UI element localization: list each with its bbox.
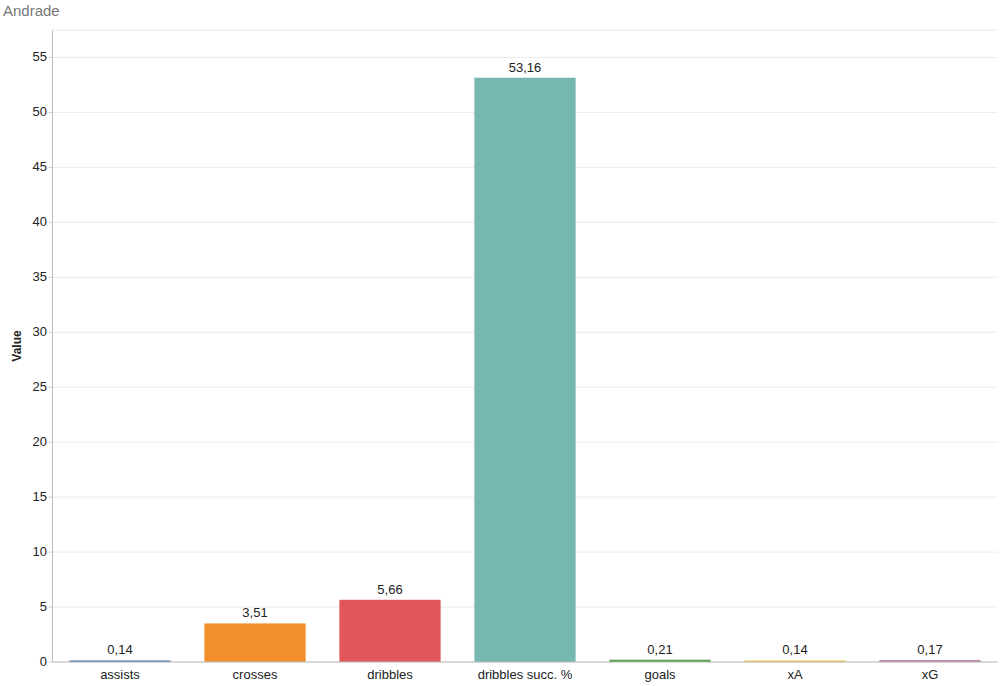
y-tick-label: 35 [33,269,47,284]
data-label: 5,66 [377,582,402,597]
y-tick-label: 55 [33,49,47,64]
y-tick [49,387,53,388]
y-tick-label: 45 [33,159,47,174]
y-tick-label: 30 [33,324,47,339]
x-tick-label: goals [644,667,676,682]
y-tick [49,552,53,553]
y-tick [49,112,53,113]
y-tick [49,442,53,443]
y-tick-label: 50 [33,104,47,119]
title: Andrade [3,2,60,19]
y-tick [49,277,53,278]
y-axis [52,30,53,662]
y-tick [49,332,53,333]
y-tick-label: 40 [33,214,47,229]
y-tick-label: 0 [40,654,47,669]
x-tick-label: xG [922,667,939,682]
y-tick-label: 20 [33,434,47,449]
y-axis-label: Value [10,330,24,362]
bar [474,78,575,662]
data-label: 0,17 [917,642,942,657]
y-tick [49,497,53,498]
chart: Andrade Value 0 5 10 15 20 25 30 35 40 45 50 55 0,14 as… [0,0,1000,686]
y-tick [49,607,53,608]
y-tick [49,222,53,223]
y-tick-label: 10 [33,544,47,559]
y-tick-label: 5 [40,599,47,614]
data-label: 0,14 [107,642,132,657]
bars [69,78,980,662]
bar [204,623,305,662]
bar [339,600,440,662]
y-tick-label: 25 [33,379,47,394]
y-tick [49,167,53,168]
grid-line [53,57,998,58]
x-axis [53,662,998,663]
x-tick-label: dribbles [367,667,413,682]
x-tick-label: xA [787,667,803,682]
data-label: 53,16 [509,60,542,75]
grid-line [53,662,998,663]
y-tick [49,57,53,58]
data-label: 0,14 [782,642,807,657]
data-label: 0,21 [647,642,672,657]
x-tick-label: dribbles succ. % [478,667,573,682]
x-tick-label: crosses [233,667,278,682]
x-tick-label: assists [100,667,140,682]
plot-frame [53,30,998,31]
data-label: 3,51 [242,605,267,620]
y-tick [49,662,53,663]
y-tick-label: 15 [33,489,47,504]
